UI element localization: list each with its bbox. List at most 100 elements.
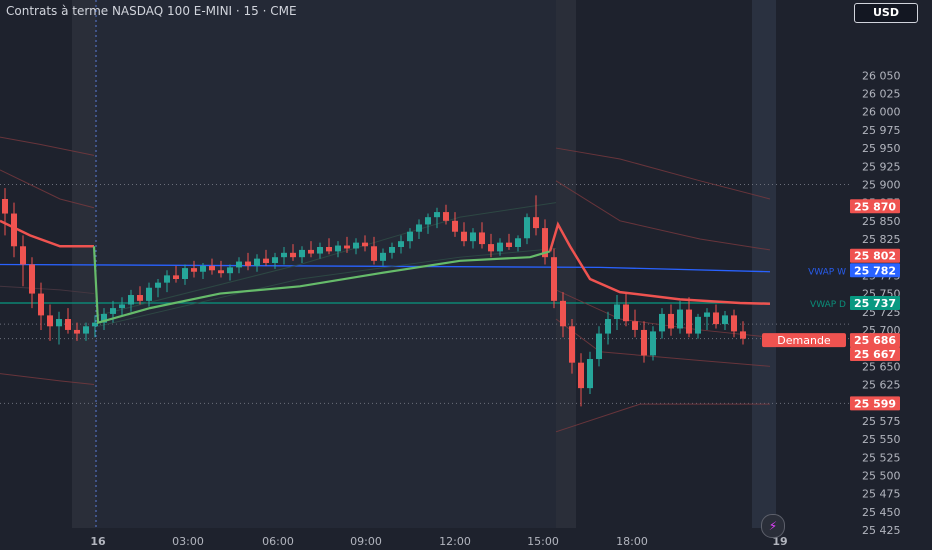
candle-body <box>362 242 368 247</box>
candle-body <box>596 333 602 360</box>
candle-body <box>272 257 278 264</box>
price-tick-label: 26 025 <box>862 88 901 101</box>
candle-body <box>515 238 521 248</box>
candle-body <box>92 322 98 327</box>
candle-body <box>416 224 422 232</box>
candle-body <box>452 220 458 232</box>
candle-body <box>686 309 692 334</box>
vwap-bands <box>0 136 771 433</box>
candle-body <box>308 249 314 254</box>
time-tick-label: 15:00 <box>527 535 559 548</box>
price-label-value: 25 802 <box>854 250 896 263</box>
price-label-box <box>850 296 900 311</box>
candle-body <box>713 312 719 325</box>
candle-body <box>83 326 89 334</box>
time-tick-label: 06:00 <box>262 535 294 548</box>
candle-body <box>722 315 728 325</box>
price-label-value: 25 667 <box>854 348 896 361</box>
price-label-box <box>850 263 900 278</box>
candle-body <box>38 293 44 316</box>
candle-body <box>65 319 71 330</box>
price-label-box <box>850 333 900 348</box>
lower-band <box>555 318 771 367</box>
candle-body <box>605 319 611 334</box>
price-tick-label: 26 050 <box>862 69 901 82</box>
candle-body <box>659 313 665 332</box>
candle-body <box>128 295 134 305</box>
candle-body <box>209 265 215 271</box>
price-tick-label: 26 000 <box>862 106 901 119</box>
candle-body <box>344 245 350 249</box>
price-tick-label: 25 550 <box>862 433 901 446</box>
candle-body <box>326 247 332 252</box>
candle-body <box>155 282 161 288</box>
candles <box>2 188 746 407</box>
price-tick-label: 25 850 <box>862 215 901 228</box>
price-tick-label: 25 425 <box>862 524 901 537</box>
candle-body <box>173 275 179 280</box>
time-tick-label: 12:00 <box>439 535 471 548</box>
candle-body <box>146 287 152 301</box>
candle-body <box>731 315 737 332</box>
candle-body <box>668 313 674 329</box>
session-shade <box>556 0 576 528</box>
candle-body <box>20 246 26 265</box>
price-tick-label: 25 975 <box>862 124 901 137</box>
price-label-box <box>850 199 900 214</box>
candle-body <box>740 331 746 339</box>
candle-body <box>47 315 53 327</box>
tag-label: Demande <box>777 334 831 347</box>
candle-body <box>182 268 188 280</box>
candle-body <box>200 265 206 272</box>
candle-body <box>317 247 323 254</box>
price-label-box <box>850 248 900 263</box>
candle-body <box>29 264 35 294</box>
price-tick-label: 25 925 <box>862 160 901 173</box>
candle-body <box>542 228 548 258</box>
time-tick-label: 16 <box>90 535 106 548</box>
vwap-current-session <box>548 221 771 305</box>
candle-body <box>56 319 62 327</box>
candle-body <box>704 312 710 317</box>
time-tick-label: 19 <box>772 535 787 548</box>
candle-body <box>641 329 647 356</box>
currency-button[interactable]: USD <box>854 3 918 23</box>
candle-body <box>650 331 656 356</box>
price-tick-label: 25 525 <box>862 451 901 464</box>
candle-body <box>389 247 395 253</box>
chart-title: Contrats à terme NASDAQ 100 E-MINI · 15 … <box>6 4 297 18</box>
candle-body <box>299 249 305 258</box>
candle-body <box>407 231 413 242</box>
candle-body <box>434 212 440 218</box>
upper-band <box>555 147 771 200</box>
vwap-week-line <box>0 263 771 273</box>
candle-body <box>497 242 503 252</box>
candle-body <box>290 252 296 258</box>
vwap-previous-session <box>0 219 94 248</box>
candle-body <box>110 308 116 314</box>
time-tick-label: 09:00 <box>350 535 382 548</box>
line-label: VWAP D <box>810 300 846 310</box>
candle-body <box>506 242 512 248</box>
time-axis-background <box>0 528 850 550</box>
candle-body <box>227 267 233 274</box>
candle-body <box>371 246 377 261</box>
time-tick-label: 03:00 <box>172 535 204 548</box>
upper-band <box>0 169 95 209</box>
candle-body <box>164 275 170 283</box>
price-label-value: 25 599 <box>854 397 896 410</box>
candle-body <box>101 313 107 323</box>
candle-body <box>569 326 575 363</box>
lightning-icon[interactable]: ⚡ <box>761 514 785 538</box>
price-label-box <box>850 346 900 361</box>
price-tick-label: 25 900 <box>862 178 901 191</box>
candle-body <box>461 231 467 242</box>
candle-body <box>623 304 629 322</box>
line-label: VWAP W <box>808 267 846 277</box>
time-axis[interactable]: 16 03:00 06:00 09:00 12:00 15:00 18:00 19 <box>0 528 850 550</box>
candle-body <box>245 261 251 266</box>
